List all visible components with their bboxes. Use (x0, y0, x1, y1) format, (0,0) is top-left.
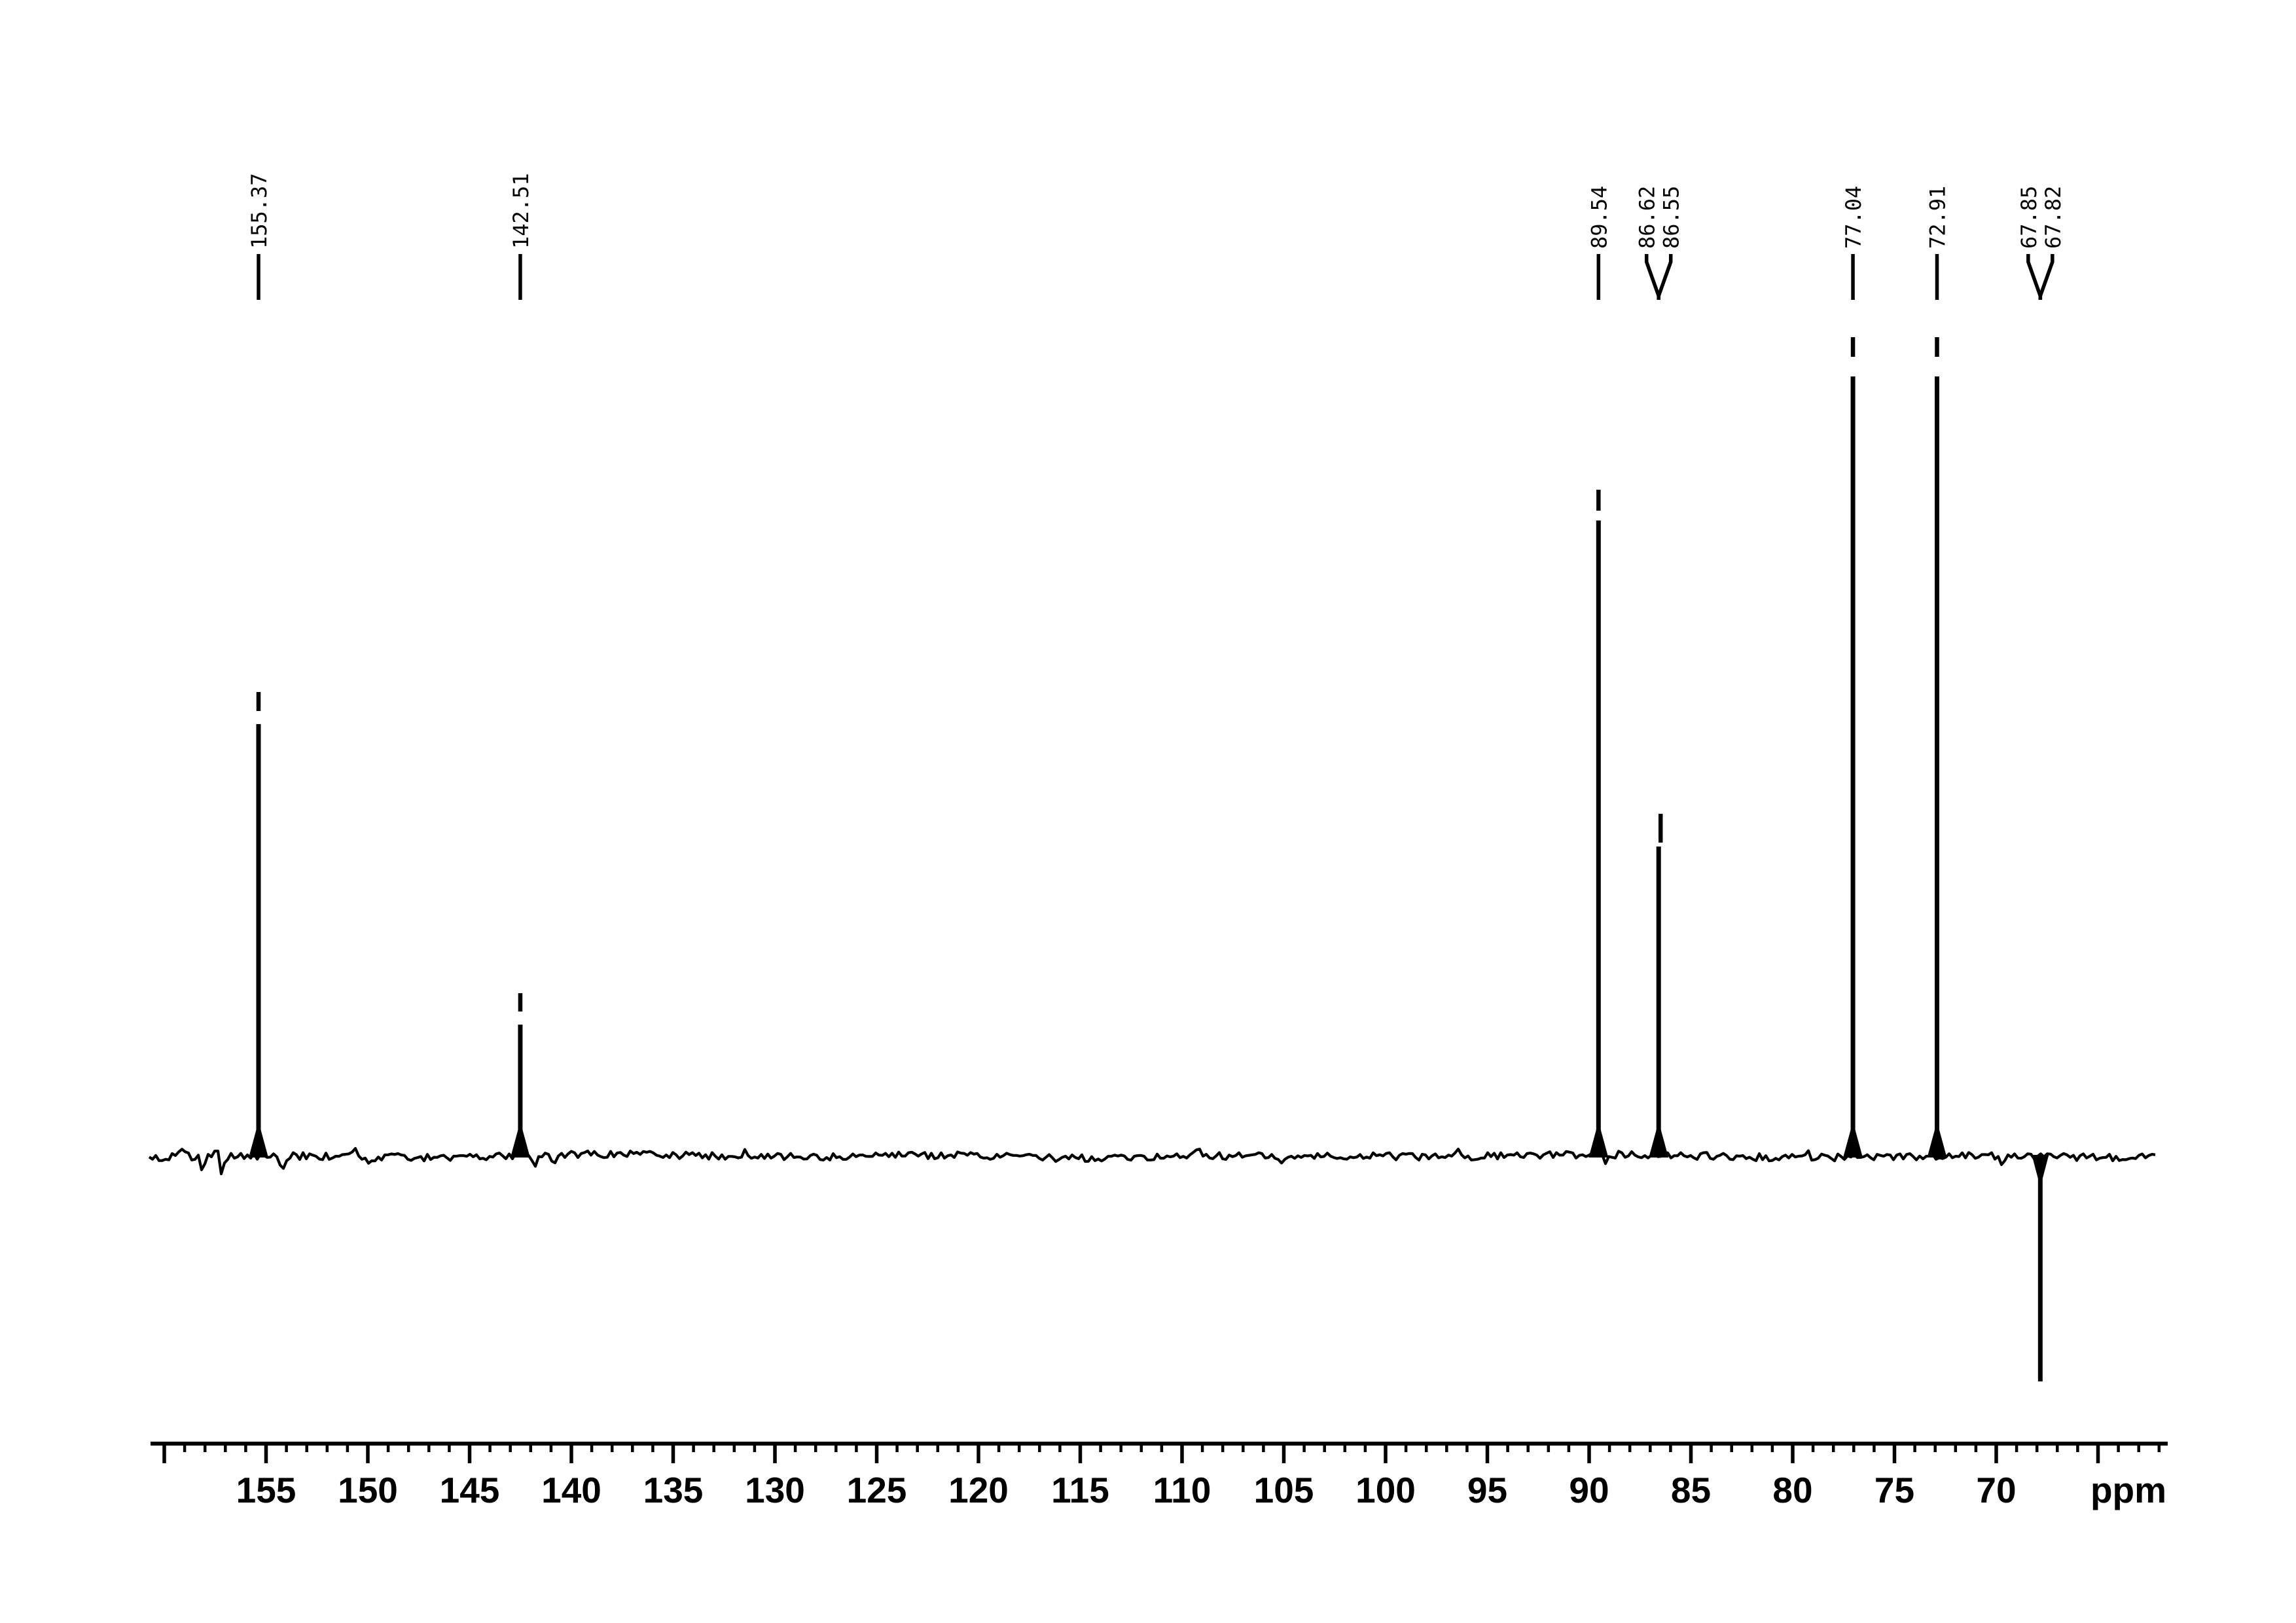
x-axis-tick-label: 140 (541, 1470, 601, 1510)
peak-pick-label: 67.85 (2017, 186, 2041, 249)
x-axis-tick-label: 70 (1976, 1470, 2016, 1510)
x-axis-unit-label: ppm (2090, 1470, 2166, 1510)
peak-pick-connector (1657, 254, 1673, 300)
x-axis-tick-label: 130 (745, 1470, 805, 1510)
peak-pick-label: 72.91 (1925, 186, 1950, 249)
x-axis-tick-label: 155 (236, 1470, 296, 1510)
peak-pick-connector (2038, 254, 2054, 300)
x-axis-tick-label: 125 (847, 1470, 907, 1510)
x-axis-tick-label: 150 (338, 1470, 398, 1510)
x-axis-tick-label: 110 (1153, 1470, 1211, 1510)
x-axis-tick-label: 105 (1254, 1470, 1314, 1510)
peak-pick-label: 142.51 (509, 173, 533, 249)
x-axis-tick-label: 85 (1671, 1470, 1711, 1510)
x-axis-tick-label: 135 (643, 1470, 704, 1510)
x-axis-tick-label: 120 (948, 1470, 1009, 1510)
x-axis-tick-label: 90 (1569, 1470, 1609, 1510)
x-axis-tick-label: 80 (1772, 1470, 1812, 1510)
peak-pick-label: 67.82 (2041, 186, 2066, 249)
peak-pick-connector (1644, 254, 1660, 300)
peak-pick-label: 77.04 (1841, 186, 1866, 249)
x-axis-tick-label: 115 (1051, 1470, 1109, 1510)
x-axis-tick-label: 100 (1355, 1470, 1416, 1510)
x-axis-tick-label: 75 (1874, 1470, 1914, 1510)
spectrum-trace (148, 1146, 2156, 1176)
peak-pick-label: 86.55 (1659, 186, 1684, 249)
x-axis-tick-label: 145 (440, 1470, 500, 1510)
peak-pick-label: 155.37 (247, 173, 272, 249)
peak-pick-label: 86.62 (1635, 186, 1660, 249)
x-axis-tick-label: 95 (1467, 1470, 1507, 1510)
peak-pick-label: 89.54 (1587, 186, 1611, 249)
peak-pick-connector (2026, 254, 2043, 300)
